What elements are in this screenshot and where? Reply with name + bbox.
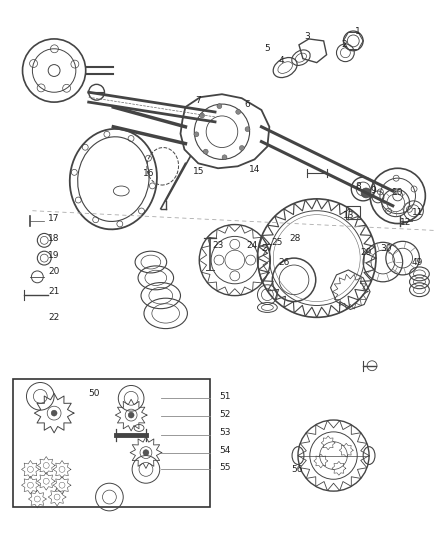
Circle shape <box>200 113 205 118</box>
Text: 49: 49 <box>412 257 423 266</box>
Text: 25: 25 <box>272 238 283 247</box>
Circle shape <box>143 450 149 456</box>
Text: 17: 17 <box>48 214 60 223</box>
Text: 29: 29 <box>360 248 372 257</box>
Text: 21: 21 <box>49 287 60 296</box>
Text: 18: 18 <box>48 234 60 243</box>
Text: 23: 23 <box>212 241 224 250</box>
Bar <box>13 378 210 507</box>
Text: 20: 20 <box>49 268 60 277</box>
Text: 5: 5 <box>265 44 270 53</box>
Text: 27: 27 <box>261 244 273 253</box>
Text: 6: 6 <box>245 100 251 109</box>
Text: 19: 19 <box>48 251 60 260</box>
Circle shape <box>361 188 371 198</box>
Text: 16: 16 <box>143 169 155 177</box>
Text: 1: 1 <box>355 27 361 36</box>
Text: 30: 30 <box>380 244 392 253</box>
Text: 2: 2 <box>342 41 347 50</box>
Text: 24: 24 <box>246 241 257 250</box>
Text: 53: 53 <box>219 429 231 438</box>
Circle shape <box>203 149 208 154</box>
Text: 15: 15 <box>193 167 204 176</box>
Text: 52: 52 <box>219 409 231 418</box>
Circle shape <box>222 155 227 160</box>
Text: 55: 55 <box>219 463 231 472</box>
Circle shape <box>51 410 57 416</box>
Circle shape <box>245 127 250 132</box>
Circle shape <box>194 132 199 137</box>
Circle shape <box>217 104 222 109</box>
Text: 9: 9 <box>370 187 376 196</box>
Circle shape <box>236 109 240 114</box>
Circle shape <box>128 412 134 418</box>
Text: 13: 13 <box>343 211 354 220</box>
Text: 12: 12 <box>400 218 411 227</box>
Text: 8: 8 <box>355 182 361 190</box>
Text: 22: 22 <box>49 313 60 322</box>
Text: 10: 10 <box>392 189 403 197</box>
Text: 14: 14 <box>249 165 260 174</box>
Text: 26: 26 <box>279 257 290 266</box>
Text: 51: 51 <box>219 392 231 401</box>
Text: 50: 50 <box>88 389 99 398</box>
Text: 7: 7 <box>195 95 201 104</box>
Circle shape <box>239 146 244 150</box>
Text: 28: 28 <box>290 234 301 243</box>
Text: 56: 56 <box>291 465 303 474</box>
Text: 4: 4 <box>279 56 284 65</box>
Text: 54: 54 <box>219 446 231 455</box>
Text: 3: 3 <box>304 33 310 42</box>
Text: 11: 11 <box>412 208 423 217</box>
